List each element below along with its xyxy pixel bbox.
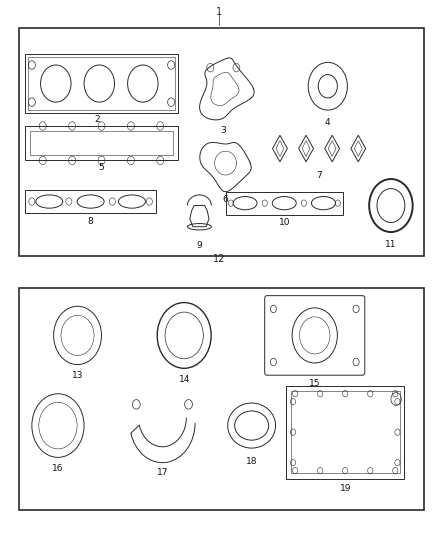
Text: 14: 14 xyxy=(179,375,190,384)
Bar xyxy=(30,131,173,155)
Bar xyxy=(25,190,156,214)
Bar xyxy=(19,28,424,256)
Text: 6: 6 xyxy=(223,195,228,204)
Text: 8: 8 xyxy=(88,217,93,226)
Bar xyxy=(19,288,424,511)
Bar xyxy=(286,386,404,479)
Bar xyxy=(291,391,399,473)
Text: 17: 17 xyxy=(157,468,168,477)
Text: 2: 2 xyxy=(94,115,100,124)
Text: 19: 19 xyxy=(339,484,351,493)
Text: 4: 4 xyxy=(325,118,331,127)
Text: 1: 1 xyxy=(216,7,222,17)
Text: 11: 11 xyxy=(385,240,397,249)
Text: 15: 15 xyxy=(309,379,321,388)
Text: 3: 3 xyxy=(220,126,226,135)
Text: 7: 7 xyxy=(316,171,322,180)
Text: 16: 16 xyxy=(52,464,64,473)
Bar xyxy=(25,126,178,160)
Text: 9: 9 xyxy=(197,241,202,250)
Bar xyxy=(28,57,176,110)
Text: 18: 18 xyxy=(246,457,258,466)
Text: 10: 10 xyxy=(279,218,290,227)
Bar xyxy=(25,54,178,113)
Text: 12: 12 xyxy=(213,254,225,263)
Bar xyxy=(226,192,343,215)
Text: 13: 13 xyxy=(72,372,83,381)
Text: 5: 5 xyxy=(99,163,104,172)
